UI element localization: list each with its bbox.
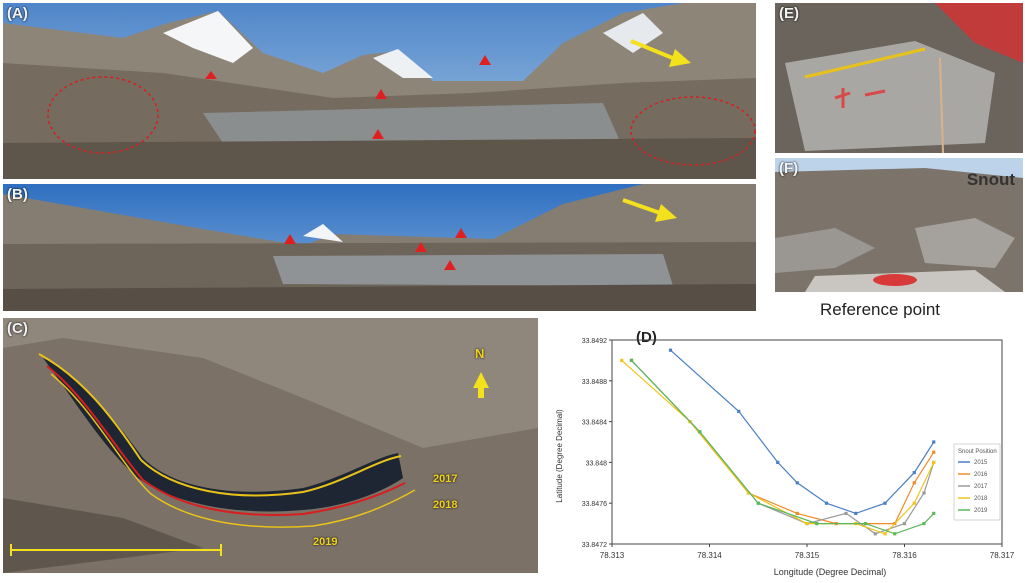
y-tick-label: 33.848: [586, 460, 608, 467]
panel-f-scene: [775, 158, 1023, 292]
legend-box: [953, 443, 1001, 521]
series-point-2018: [883, 532, 887, 536]
x-axis-title: Longitude (Degree Decimal): [774, 567, 887, 577]
series-point-2015: [668, 348, 673, 352]
legend-entry-2016: 2016: [974, 472, 988, 478]
north-label: N: [475, 346, 485, 361]
snout-position-chart: (D) 78.313 78.314 78.315 78.316 78.317 33.847…: [542, 318, 1025, 578]
y-tick-label: 33.8492: [582, 338, 607, 345]
series-point-2018: [912, 501, 916, 505]
series-point-2019: [863, 522, 868, 526]
panel-c-photo: (C) N 2017 2018 2019: [3, 318, 538, 573]
series-point-2015: [883, 501, 887, 505]
y-axis-title: Latitude (Degree Decimal): [555, 409, 564, 503]
reference-point-label: Reference point: [820, 300, 941, 319]
series-point-2015: [912, 471, 916, 475]
series-point-2015: [776, 460, 780, 464]
series-point-2019: [629, 358, 634, 362]
snout-label: Snout: [966, 170, 1015, 189]
series-line-2019: [631, 359, 935, 535]
series-point-2018: [805, 522, 809, 526]
year-label-2017: 2017: [433, 473, 458, 485]
panel-a-photo: (A): [3, 3, 756, 179]
legend-entry-2018: 2018: [974, 496, 988, 502]
series-point-2017: [922, 491, 926, 495]
series-point-2019: [893, 532, 897, 536]
series-point-2015: [795, 481, 799, 485]
series-point-2019: [932, 511, 936, 515]
panel-e-label: (E): [779, 5, 799, 22]
series-point-2015: [932, 440, 936, 444]
panel-e-photo: (E): [775, 3, 1023, 153]
panel-d-chart: (D) 78.313 78.314 78.315 78.316 78.317 33.847…: [542, 318, 1025, 578]
series-point-2019: [922, 522, 926, 526]
panel-b-label: (B): [7, 186, 28, 203]
series-point-2019: [815, 522, 819, 526]
panel-c-scene: [3, 318, 538, 573]
legend-entry-2017: 2017: [974, 484, 988, 490]
series-point-2017: [844, 511, 848, 515]
series-point-2016: [795, 511, 799, 515]
series-point-2015: [854, 511, 858, 515]
series-point-2018: [932, 460, 936, 464]
series-point-2015: [737, 409, 741, 413]
series-point-2018: [620, 358, 624, 362]
x-tick-label: 78.314: [697, 551, 722, 560]
legend-entry-2015: 2015: [974, 460, 988, 466]
series-point-2019: [756, 501, 760, 505]
x-tick-label: 78.313: [600, 551, 625, 560]
panel-d-label: (D): [636, 329, 657, 346]
legend-title: Snout Position: [958, 449, 997, 455]
year-label-2019: 2019: [313, 536, 338, 548]
year-label-2018: 2018: [433, 499, 458, 511]
panel-e-scene: [775, 3, 1023, 153]
north-arrow-icon: [473, 372, 489, 398]
series-point-2017: [873, 532, 877, 536]
series-point-2016: [932, 450, 936, 454]
panel-a-label: (A): [7, 5, 28, 22]
y-tick-label: 33.8476: [582, 501, 607, 508]
series-point-2019: [698, 430, 702, 434]
x-tick-label: 78.317: [990, 551, 1015, 560]
y-tick-label: 33.8472: [582, 542, 607, 549]
panel-a-scene: [3, 3, 756, 179]
panel-f-photo: (F) Snout: [775, 158, 1023, 292]
series-point-2015: [824, 501, 829, 505]
series-point-2016: [912, 481, 916, 485]
panel-f-label: (F): [779, 160, 799, 177]
series-point-2017: [902, 522, 907, 526]
panel-b-photo: (B): [3, 184, 756, 311]
y-tick-label: 33.8484: [582, 420, 607, 427]
series-point-2018: [746, 491, 751, 495]
y-tick-label: 33.8488: [582, 379, 607, 386]
panel-b-scene: [3, 184, 756, 311]
x-tick-label: 78.316: [892, 551, 917, 560]
panel-c-label: (C): [7, 320, 28, 337]
legend-entry-2019: 2019: [974, 508, 988, 514]
x-tick-label: 78.315: [795, 551, 820, 560]
